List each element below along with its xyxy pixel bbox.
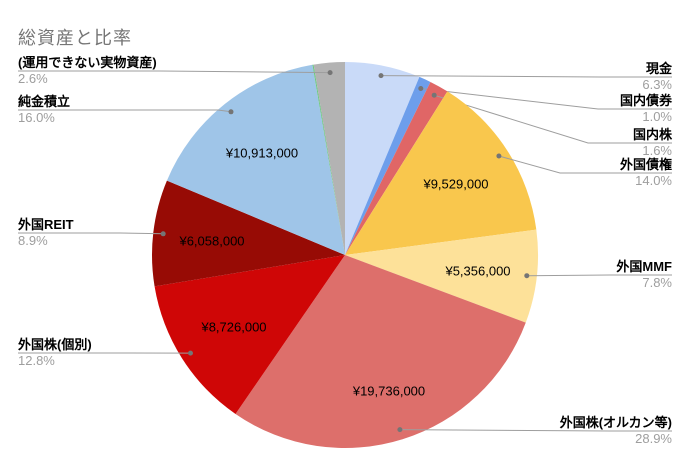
slice-percent: 28.9% xyxy=(635,431,672,446)
leader-dot-8 xyxy=(228,109,234,115)
leader-dot-3 xyxy=(496,153,502,159)
leader-dot-5 xyxy=(397,427,403,433)
slice-percent: 16.0% xyxy=(18,110,55,125)
slice-name: 国内株 xyxy=(632,127,672,142)
chart-title: 総資産と比率 xyxy=(18,28,132,48)
leader-line-7 xyxy=(18,232,164,235)
leader-line-4 xyxy=(526,274,672,277)
slice-label-foreign-reit: 外国REIT 8.9% xyxy=(18,217,74,249)
slice-label-cash: 現金 6.3% xyxy=(642,61,672,93)
slice-percent: 8.9% xyxy=(18,233,48,248)
pie-slice-4[interactable] xyxy=(345,229,538,323)
value-label-foreign-mmf: ¥5,356,000 xyxy=(445,263,511,279)
value-label-foreign-bonds: ¥9,529,000 xyxy=(423,176,489,192)
slice-name: 外国MMF xyxy=(616,259,672,274)
slice-label-foreign-stocks-individual: 外国株(個別) 12.8% xyxy=(18,337,92,369)
slice-percent: 7.8% xyxy=(642,275,672,290)
slice-name: 純金積立 xyxy=(18,94,71,109)
slice-label-foreign-mmf: 外国MMF 7.8% xyxy=(616,259,672,291)
slice-percent: 1.6% xyxy=(642,143,672,158)
slice-name: 国内債券 xyxy=(619,93,672,108)
slice-name: 外国株(オルカン等) xyxy=(559,415,672,430)
pie-slice-2[interactable] xyxy=(345,81,448,255)
slice-percent: 6.3% xyxy=(642,77,672,92)
pie-slice-8[interactable] xyxy=(166,64,345,256)
leader-dot-1 xyxy=(418,86,424,91)
leader-dot-0 xyxy=(378,73,384,79)
leader-line-0 xyxy=(380,75,672,78)
leader-line-1 xyxy=(420,88,672,110)
leader-dot-10 xyxy=(327,70,333,76)
leader-line-10 xyxy=(18,70,331,74)
value-label-foreign-reit: ¥6,058,000 xyxy=(179,233,245,249)
leader-dot-2 xyxy=(431,92,437,98)
pie-slice-7[interactable] xyxy=(151,180,345,287)
slice-label-foreign-stocks-fund: 外国株(オルカン等) 28.9% xyxy=(560,415,672,447)
value-label-foreign-stocks-individual: ¥8,726,000 xyxy=(201,319,267,335)
value-label-foreign-stocks-fund: ¥19,736,000 xyxy=(352,383,426,399)
slice-name: (運用できない実物資産) xyxy=(18,55,157,70)
leader-line-3 xyxy=(498,155,672,174)
slice-label-gold-savings: 純金積立 16.0% xyxy=(18,94,70,126)
leader-line-2 xyxy=(434,94,672,144)
leader-dot-6 xyxy=(188,350,193,356)
slice-label-domestic-stocks: 国内株 1.6% xyxy=(633,127,672,159)
slice-name: 外国REIT xyxy=(18,217,74,232)
slice-label-non-investable-assets: (運用できない実物資産) 2.6% xyxy=(18,55,157,87)
slice-percent: 2.6% xyxy=(18,71,48,86)
pie-slice-6[interactable] xyxy=(154,255,345,414)
leader-dot-7 xyxy=(160,231,166,237)
pie-slice-9[interactable] xyxy=(312,64,345,255)
pie-slice-0[interactable] xyxy=(345,62,420,255)
value-label-gold-savings: ¥10,913,000 xyxy=(225,145,299,161)
leader-line-5 xyxy=(399,429,672,432)
pie-slice-10[interactable] xyxy=(313,62,345,255)
pie-slice-3[interactable] xyxy=(345,91,537,256)
slice-percent: 12.8% xyxy=(18,353,55,368)
leader-dot-4 xyxy=(524,273,530,279)
slice-label-foreign-bonds: 外国債権 14.0% xyxy=(620,157,672,189)
slice-name: 現金 xyxy=(645,61,672,76)
leader-line-8 xyxy=(18,109,232,113)
slice-name: 外国債権 xyxy=(619,157,672,172)
slice-percent: 14.0% xyxy=(635,173,672,188)
slice-label-domestic-bonds: 国内債券 1.0% xyxy=(620,93,672,125)
pie-slice-5[interactable] xyxy=(235,255,526,448)
pie-slice-1[interactable] xyxy=(345,76,431,255)
slice-percent: 1.0% xyxy=(642,109,672,124)
slice-name: 外国株(個別) xyxy=(18,337,92,352)
